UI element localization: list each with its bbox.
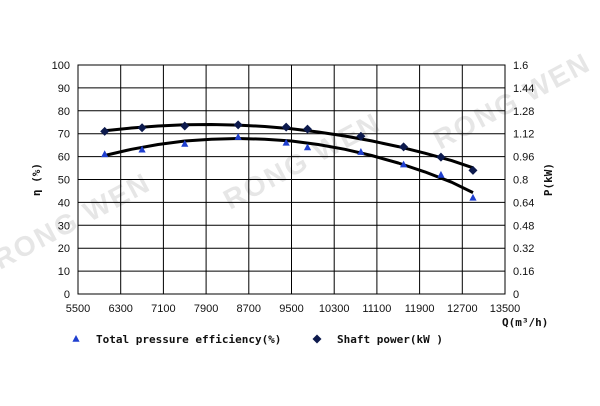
grid [78,65,505,294]
x-tick-label: 12700 [447,303,478,315]
y-left-tick-label: 50 [58,175,70,187]
series-shaft-power [100,120,478,175]
fit-curve [104,123,474,170]
y-left-tick-label: 100 [52,60,70,72]
data-point [282,138,290,146]
y-left-tick-label: 10 [58,266,70,278]
x-tick-label: 8700 [237,303,261,315]
tick-labels: 5500 6300 7100 7900 8700 9500 10300 11100 11900 1… [52,60,535,315]
data-point [399,142,409,152]
y-left-tick-label: 30 [58,220,70,232]
legend-marker-shaft-power [312,334,322,344]
legend: Total pressure efficiency(%) Shaft power… [72,333,443,346]
x-axis-label: Q(m³/h) [502,316,548,329]
data-point [234,133,242,140]
legend-label-efficiency: Total pressure efficiency(%) [96,333,281,346]
x-tick-label: 6300 [108,303,132,315]
series-efficiency [101,133,477,201]
y-axis-left-label: η (%) [30,163,43,196]
y-right-tick-label: 1.44 [513,83,534,95]
y-left-tick-label: 80 [58,106,70,118]
y-left-tick-label: 20 [58,243,70,255]
x-tick-label: 5500 [66,303,90,315]
data-point [303,143,312,151]
data-point [469,193,477,201]
data-point [281,122,291,132]
x-tick-label: 13500 [490,303,521,315]
data-point [303,124,313,134]
y-right-tick-label: 0.48 [513,220,534,232]
y-left-tick-label: 60 [58,152,70,164]
y-right-tick-label: 1.6 [513,60,528,72]
data-point [356,131,366,141]
y-right-tick-label: 0.8 [513,175,528,187]
data-point [436,152,446,162]
series [100,120,478,201]
y-right-tick-label: 0.16 [513,266,534,278]
watermark-group: RONG WEN RONG WEN RONG WEN [0,47,596,276]
x-tick-label: 7900 [194,303,218,315]
x-tick-label: 11900 [405,303,435,315]
y-left-tick-label: 0 [64,289,70,301]
watermark-text-2: RONG WEN [218,107,385,216]
data-point [437,170,445,178]
data-point [468,165,478,175]
y-right-tick-label: 1.28 [513,106,534,118]
y-right-tick-label: 0 [513,289,519,301]
data-point [181,140,189,147]
data-point [180,121,190,131]
data-point [101,150,109,158]
y-right-tick-label: 0.96 [513,152,534,164]
legend-label-shaft-power: Shaft power(kW ) [337,333,443,346]
data-point [100,126,110,136]
data-point [399,160,408,168]
watermark-text-3: RONG WEN [428,47,595,156]
x-tick-label: 11100 [362,303,391,315]
y-left-tick-label: 70 [58,129,70,141]
y-left-tick-label: 40 [58,197,70,209]
x-tick-label: 10300 [319,303,350,315]
x-tick-label: 9500 [279,303,303,315]
data-point [138,145,146,153]
y-right-tick-label: 1.12 [513,129,534,141]
data-point [137,123,147,133]
y-left-tick-label: 90 [58,83,70,95]
data-point [357,148,365,155]
y-right-tick-label: 0.64 [513,197,534,209]
y-axis-right-label: P(kW) [542,163,555,196]
plot-frame [77,64,506,295]
y-right-tick-label: 0.32 [513,243,534,255]
fit-curve [104,137,474,194]
data-point [233,120,243,130]
x-tick-label: 7100 [151,303,175,315]
legend-marker-efficiency [72,335,80,342]
